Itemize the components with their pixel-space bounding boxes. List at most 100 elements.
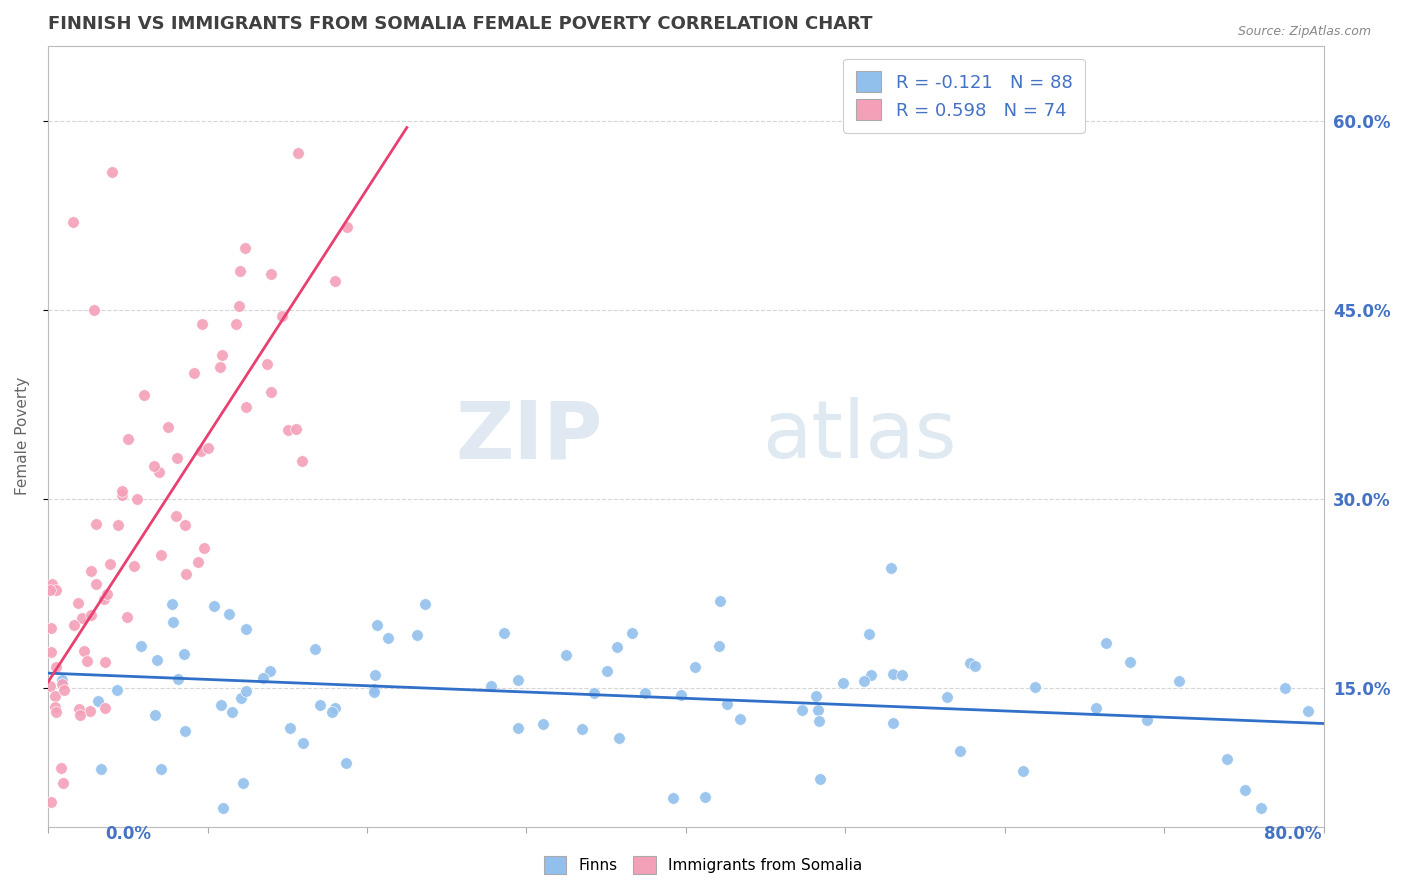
Point	[44, 690, 66, 704]
Text: ZIP: ZIP	[456, 397, 603, 475]
Point	[321, 705, 343, 719]
Point	[1233, 783, 1256, 797]
Point	[76, 654, 98, 668]
Point	[122, 559, 145, 574]
Point	[728, 712, 751, 726]
Point	[1168, 673, 1191, 688]
Point	[858, 627, 880, 641]
Point	[406, 628, 429, 642]
Point	[191, 317, 214, 331]
Point	[39, 622, 62, 636]
Y-axis label: Female Poverty: Female Poverty	[15, 377, 30, 495]
Point	[209, 359, 232, 374]
Point	[86, 694, 108, 708]
Point	[156, 420, 179, 434]
Point	[364, 668, 387, 682]
Point	[115, 609, 138, 624]
Point	[1119, 655, 1142, 669]
Point	[111, 487, 134, 501]
Point	[270, 310, 292, 324]
Point	[531, 716, 554, 731]
Point	[143, 458, 166, 473]
Point	[256, 357, 278, 371]
Point	[107, 517, 129, 532]
Point	[882, 716, 904, 731]
Point	[39, 679, 62, 693]
Point	[211, 348, 233, 362]
Point	[41, 576, 63, 591]
Point	[93, 656, 115, 670]
Point	[683, 659, 706, 673]
Point	[117, 432, 139, 446]
Point	[494, 626, 516, 640]
Point	[173, 647, 195, 661]
Point	[235, 623, 257, 637]
Point	[291, 454, 314, 468]
Point	[335, 756, 357, 771]
Point	[183, 366, 205, 380]
Point	[229, 264, 252, 278]
Point	[235, 400, 257, 414]
Point	[860, 668, 883, 682]
Point	[959, 656, 981, 670]
Point	[231, 691, 253, 706]
Text: FINNISH VS IMMIGRANTS FROM SOMALIA FEMALE POVERTY CORRELATION CHART: FINNISH VS IMMIGRANTS FROM SOMALIA FEMAL…	[48, 15, 873, 33]
Point	[160, 597, 183, 611]
Point	[209, 698, 232, 712]
Point	[127, 491, 149, 506]
Point	[669, 688, 692, 702]
Point	[162, 615, 184, 629]
Point	[506, 673, 529, 688]
Point	[583, 686, 606, 700]
Point	[44, 700, 66, 714]
Point	[100, 557, 122, 571]
Point	[1216, 752, 1239, 766]
Point	[148, 465, 170, 479]
Point	[45, 582, 67, 597]
Point	[45, 705, 67, 719]
Point	[129, 639, 152, 653]
Point	[45, 660, 67, 674]
Point	[260, 384, 283, 399]
Point	[963, 659, 986, 673]
Point	[807, 714, 830, 729]
Point	[260, 267, 283, 281]
Point	[1250, 801, 1272, 815]
Point	[101, 164, 124, 178]
Point	[93, 701, 115, 715]
Point	[193, 541, 215, 555]
Point	[167, 673, 190, 687]
Text: atlas: atlas	[762, 397, 956, 475]
Point	[72, 611, 94, 625]
Point	[662, 791, 685, 805]
Point	[508, 721, 530, 735]
Point	[41, 645, 63, 659]
Point	[1274, 681, 1296, 695]
Point	[1136, 713, 1159, 727]
Point	[187, 556, 209, 570]
Point	[291, 736, 314, 750]
Point	[287, 145, 309, 160]
Point	[1296, 704, 1319, 718]
Point	[366, 618, 388, 632]
Point	[79, 704, 101, 718]
Point	[90, 762, 112, 776]
Point	[149, 762, 172, 776]
Point	[620, 626, 643, 640]
Point	[39, 795, 62, 809]
Text: 80.0%: 80.0%	[1264, 825, 1322, 843]
Text: Source: ZipAtlas.com: Source: ZipAtlas.com	[1237, 25, 1371, 38]
Point	[53, 682, 76, 697]
Point	[891, 668, 914, 682]
Point	[606, 640, 628, 654]
Point	[1084, 701, 1107, 715]
Point	[596, 665, 619, 679]
Point	[709, 593, 731, 607]
Point	[228, 299, 250, 313]
Point	[221, 705, 243, 719]
Point	[571, 722, 593, 736]
Point	[707, 639, 730, 653]
Point	[67, 702, 90, 716]
Point	[84, 577, 107, 591]
Point	[308, 698, 330, 712]
